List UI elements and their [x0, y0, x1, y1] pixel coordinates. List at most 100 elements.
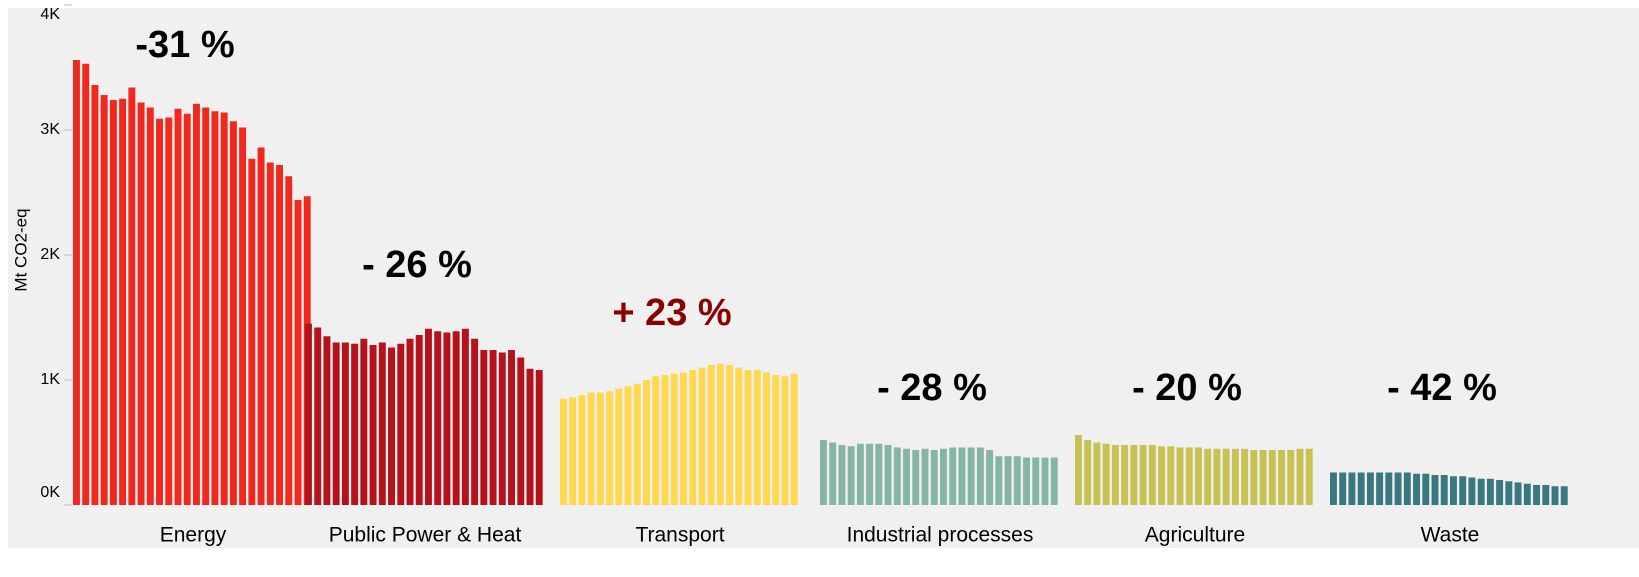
bar [1167, 446, 1175, 505]
bar [781, 376, 789, 505]
bar [958, 447, 966, 505]
bar [109, 100, 117, 505]
bar [100, 95, 108, 505]
bar [1533, 485, 1540, 505]
bar [1287, 450, 1295, 505]
bar [406, 338, 414, 505]
bar [866, 443, 874, 505]
change-annotation: - 26 % [362, 244, 472, 286]
bar [921, 448, 929, 505]
bar [1093, 442, 1101, 505]
bar [1477, 478, 1485, 505]
bar [940, 448, 947, 505]
bar [1259, 450, 1267, 505]
bar [1130, 445, 1138, 505]
bar [1523, 483, 1531, 505]
bar [248, 158, 256, 505]
bar [1139, 445, 1147, 505]
bar [266, 162, 274, 505]
bar [1204, 448, 1212, 505]
bar [930, 450, 938, 505]
bar [323, 336, 331, 505]
bar [174, 108, 182, 505]
bar [744, 370, 752, 505]
bar [397, 343, 405, 505]
bar [294, 200, 302, 505]
category-label: Agriculture [1145, 524, 1245, 547]
bar [369, 345, 377, 505]
bar [1486, 478, 1494, 505]
bar [735, 367, 743, 505]
bar [360, 338, 368, 505]
bar [1158, 446, 1165, 505]
change-annotation: - 42 % [1387, 367, 1497, 409]
bar [569, 397, 577, 505]
bar [443, 332, 451, 505]
bar [471, 338, 479, 505]
bar [1176, 447, 1184, 505]
bar [1403, 472, 1411, 505]
category-label: Public Power & Heat [329, 524, 522, 547]
change-annotation: + 23 % [612, 292, 731, 334]
bar [1195, 447, 1202, 505]
bar [1213, 448, 1221, 505]
bar [838, 445, 846, 505]
bar [912, 450, 920, 505]
bar [415, 335, 423, 505]
bar [73, 60, 80, 505]
bar [517, 357, 525, 505]
bar [1413, 473, 1420, 505]
bar [425, 328, 432, 505]
bar [1366, 472, 1374, 505]
bar [276, 165, 283, 505]
bar [156, 118, 163, 505]
bar [652, 376, 660, 505]
bar [388, 347, 395, 505]
bar [661, 375, 669, 505]
bar [753, 370, 761, 505]
bar [351, 343, 359, 505]
bar [587, 392, 595, 505]
bar [689, 370, 697, 505]
bar [1241, 448, 1249, 505]
bar [137, 102, 145, 505]
bar [1431, 475, 1439, 505]
bar [82, 63, 90, 505]
bar [1185, 447, 1193, 505]
bar [461, 328, 469, 505]
bar [670, 373, 678, 505]
bar [193, 103, 200, 505]
bar [1268, 450, 1276, 505]
bar [1296, 448, 1304, 505]
bar [615, 388, 623, 505]
y-tick-label: 3K [40, 121, 60, 138]
bar [1278, 450, 1285, 505]
bar [1560, 486, 1568, 505]
bar [949, 447, 957, 505]
bar [884, 445, 892, 505]
bar [305, 323, 312, 505]
bar [875, 443, 883, 505]
bar [1459, 476, 1467, 505]
bar [1394, 472, 1402, 505]
bar [211, 111, 219, 505]
y-tick-label: 0K [40, 484, 60, 501]
bar [1148, 445, 1156, 505]
category-label: Energy [160, 524, 227, 547]
bar [1023, 457, 1030, 505]
bar [1339, 472, 1347, 505]
category-label: Industrial processes [847, 524, 1034, 547]
bar [183, 113, 191, 505]
bar [1004, 456, 1012, 505]
bar [1551, 486, 1559, 505]
bar [1450, 476, 1457, 505]
bar [578, 395, 586, 505]
bar [847, 446, 855, 505]
category-label: Waste [1421, 524, 1480, 547]
bar [643, 380, 650, 505]
bar [856, 443, 864, 505]
bar [1102, 443, 1110, 505]
bar [1505, 481, 1513, 505]
y-tick-label: 2K [40, 246, 60, 263]
bar [967, 447, 975, 505]
